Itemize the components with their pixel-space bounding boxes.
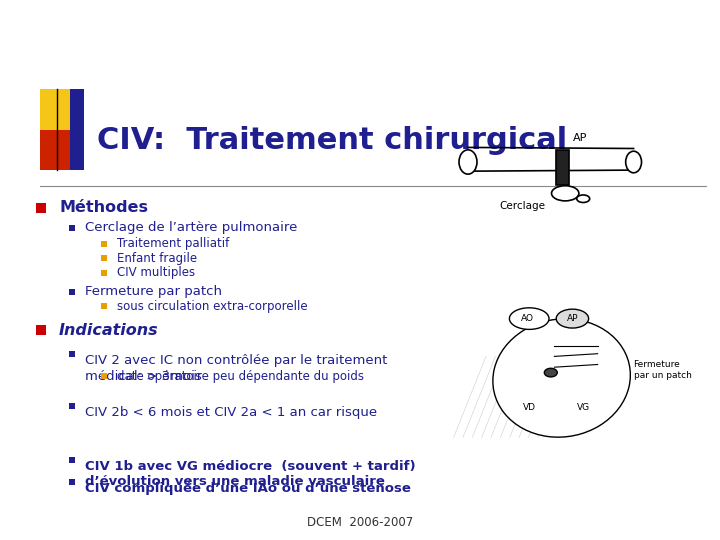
- Text: Indications: Indications: [59, 323, 158, 338]
- Ellipse shape: [556, 309, 589, 328]
- Text: sous circulation extra-corporelle: sous circulation extra-corporelle: [117, 300, 307, 313]
- Text: Enfant fragile: Enfant fragile: [117, 252, 197, 265]
- Text: VD: VD: [523, 403, 536, 412]
- Text: CIV compliquée d’une IAo ou d’une sténose: CIV compliquée d’une IAo ou d’une sténos…: [85, 482, 411, 495]
- Text: AO: AO: [521, 314, 534, 323]
- Ellipse shape: [626, 151, 642, 173]
- Ellipse shape: [510, 308, 549, 329]
- FancyBboxPatch shape: [40, 130, 70, 170]
- Text: CIV 2b < 6 mois et CIV 2a < 1 an car risque: CIV 2b < 6 mois et CIV 2a < 1 an car ris…: [85, 406, 377, 419]
- Text: CIV 2 avec IC non contrôlée par le traitement
médical: > 3mois: CIV 2 avec IC non contrôlée par le trait…: [85, 354, 387, 383]
- Text: AP: AP: [567, 314, 578, 323]
- FancyBboxPatch shape: [56, 89, 84, 170]
- Text: CIV multiples: CIV multiples: [117, 266, 195, 279]
- Text: Traitement palliatif: Traitement palliatif: [117, 237, 229, 250]
- Ellipse shape: [577, 195, 590, 202]
- Text: Cerclage: Cerclage: [499, 201, 545, 211]
- Text: CIV 1b avec VG médiocre  (souvent + tardif): CIV 1b avec VG médiocre (souvent + tardi…: [85, 460, 415, 473]
- Text: Cerclage de l’artère pulmonaire: Cerclage de l’artère pulmonaire: [85, 221, 297, 234]
- Ellipse shape: [552, 186, 579, 201]
- FancyBboxPatch shape: [556, 150, 569, 185]
- Ellipse shape: [544, 368, 557, 377]
- Text: DCEM  2006-2007: DCEM 2006-2007: [307, 516, 413, 529]
- Text: VG: VG: [577, 403, 590, 412]
- Text: Fermeture par patch: Fermeture par patch: [85, 285, 222, 298]
- Text: date opératoire peu dépendante du poids: date opératoire peu dépendante du poids: [117, 370, 364, 383]
- Text: CIV:  Traitement chirurgical: CIV: Traitement chirurgical: [97, 126, 567, 155]
- Ellipse shape: [459, 150, 477, 174]
- FancyBboxPatch shape: [40, 89, 70, 130]
- Text: d’évolution vers une maladie vasculaire: d’évolution vers une maladie vasculaire: [85, 475, 384, 488]
- Text: Fermeture
par un patch: Fermeture par un patch: [634, 360, 691, 380]
- Text: AP: AP: [572, 133, 587, 143]
- Text: Méthodes: Méthodes: [59, 200, 148, 215]
- Ellipse shape: [493, 319, 630, 437]
